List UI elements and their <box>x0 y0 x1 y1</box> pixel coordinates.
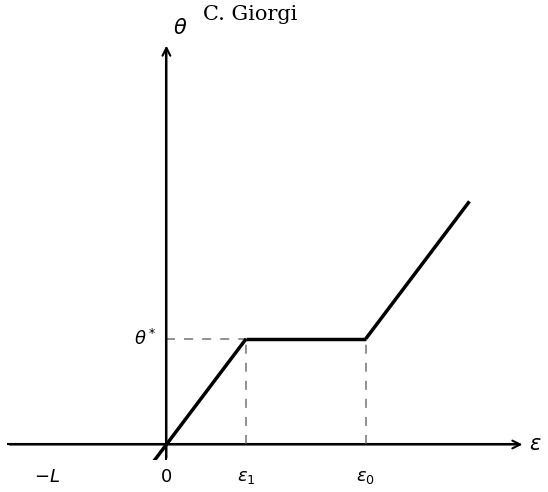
Text: C. Giorgi: C. Giorgi <box>203 5 298 24</box>
Text: $\theta$: $\theta$ <box>173 18 187 37</box>
Text: $\theta^*$: $\theta^*$ <box>134 329 157 349</box>
Text: $\varepsilon$: $\varepsilon$ <box>529 435 542 454</box>
Text: $-L$: $-L$ <box>34 468 60 486</box>
Text: $0$: $0$ <box>161 468 173 486</box>
Text: $\varepsilon_1$: $\varepsilon_1$ <box>237 468 255 486</box>
Text: $\varepsilon_0$: $\varepsilon_0$ <box>356 468 375 486</box>
